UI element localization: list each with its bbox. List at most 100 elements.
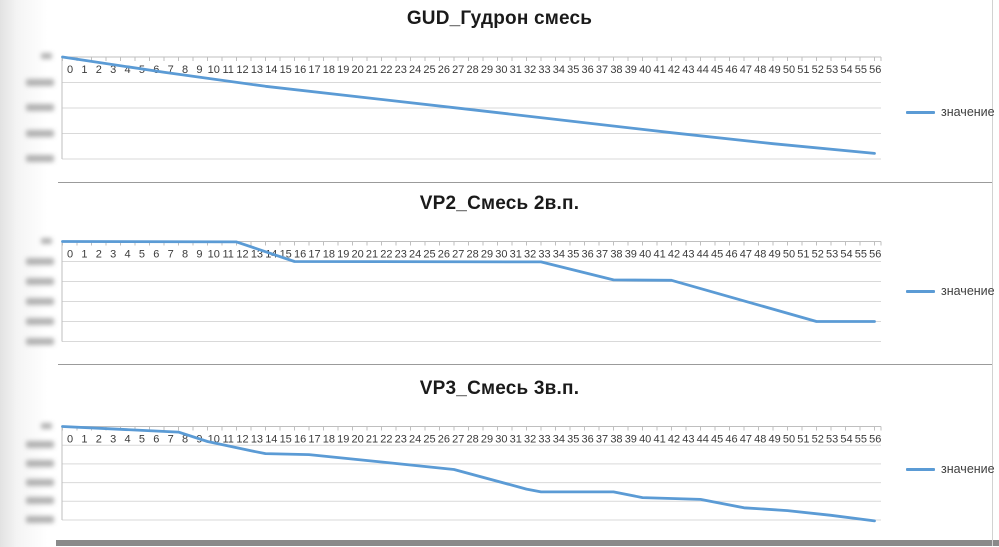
redacted-y-axis-label [26,478,54,486]
x-axis-label: 8 [182,64,188,76]
legend: значение [906,460,995,478]
x-axis-label: 46 [725,434,737,446]
redacted-y-axis-label [26,277,54,285]
x-axis-label: 36 [582,434,594,446]
x-axis-label: 49 [768,64,780,76]
x-axis-label: 33 [538,434,550,446]
x-axis-label: 30 [495,249,507,261]
x-axis-label: 21 [366,64,378,76]
x-axis-label: 26 [438,434,450,446]
x-axis-label: 5 [139,434,145,446]
redacted-y-axis-label [26,441,54,449]
x-axis-label: 33 [538,249,550,261]
x-axis-label: 45 [711,64,723,76]
x-axis-label: 2 [96,434,102,446]
x-axis-label: 23 [395,64,407,76]
x-axis-label: 7 [168,249,174,261]
chart-divider [58,182,993,183]
x-axis-label: 1 [81,249,87,261]
redacted-y-axis-label [26,155,54,162]
x-axis-label: 25 [423,64,435,76]
x-axis-label: 52 [812,434,824,446]
x-axis-label: 28 [467,64,479,76]
x-axis-label: 6 [153,249,159,261]
x-axis-label: 2 [96,64,102,76]
x-axis-label: 41 [653,249,665,261]
x-axis-label: 30 [495,434,507,446]
x-axis-label: 49 [768,249,780,261]
x-axis-label: 4 [124,434,130,446]
x-axis-label: 37 [596,64,608,76]
x-axis-label: 32 [524,249,536,261]
chart-2-plot-area: 0 1 2 3 4 5 6 7 8 9 10 11 12 13 14 15 16 17 18 19 20 21 22 23 24… [61,240,882,342]
x-axis-label: 32 [524,64,536,76]
x-axis-label: 56 [869,64,881,76]
x-axis-label: 17 [308,434,320,446]
x-axis-label: 43 [682,64,694,76]
x-axis-label: 16 [294,64,306,76]
x-axis-label: 3 [110,64,116,76]
x-axis-label: 42 [668,434,680,446]
x-axis-label: 25 [423,434,435,446]
x-axis-label: 9 [196,249,202,261]
x-axis-label: 1 [81,64,87,76]
x-axis-label: 48 [754,64,766,76]
x-axis-label: 36 [582,249,594,261]
x-axis-label: 13 [251,249,263,261]
x-axis-label: 52 [812,249,824,261]
x-axis-label: 4 [124,64,130,76]
x-axis-label: 12 [236,64,248,76]
x-axis-label: 52 [812,64,824,76]
x-axis-label: 38 [610,249,622,261]
x-axis-label: 50 [783,64,795,76]
redacted-y-axis-zero-label [41,237,52,244]
legend-line-swatch [906,110,935,114]
legend: значение [906,282,995,300]
x-axis-label: 19 [337,249,349,261]
x-axis-label: 33 [538,64,550,76]
x-axis-label: 50 [783,249,795,261]
legend-line-swatch [906,467,935,471]
x-axis-label: 53 [826,249,838,261]
x-axis-label: 28 [467,249,479,261]
x-axis-label: 8 [182,249,188,261]
x-axis-label: 35 [567,249,579,261]
x-axis-label: 7 [168,64,174,76]
x-axis-label: 23 [395,434,407,446]
x-axis-label: 34 [553,64,565,76]
x-axis-label: 31 [510,64,522,76]
x-axis-label: 38 [610,434,622,446]
x-axis-label: 44 [697,434,709,446]
x-axis-label: 22 [380,64,392,76]
x-axis-label: 12 [236,434,248,446]
legend: значение [906,103,995,121]
x-axis-label: 48 [754,434,766,446]
x-axis-label: 19 [337,434,349,446]
x-axis-label: 6 [153,434,159,446]
x-axis-label: 8 [182,434,188,446]
x-axis-label: 54 [840,434,852,446]
x-axis-labels: 0 1 2 3 4 5 6 7 8 9 10 11 12 13 14 15 16 17 18 19 20 21 22 23 24… [67,249,881,261]
chart-right-border [992,0,993,546]
x-axis-label: 38 [610,64,622,76]
chart-title: GUD_Гудрон смесь [406,8,593,29]
x-axis-label: 49 [768,434,780,446]
x-axis-label: 54 [840,64,852,76]
x-axis-label: 11 [222,434,233,446]
chart-3-plot-area: 0 1 2 3 4 5 6 7 8 9 10 11 12 13 14 15 16 17 18 19 20 21 22 23 24… [61,425,882,523]
x-axis-label: 51 [797,249,809,261]
x-axis-label: 40 [639,64,651,76]
x-axis-label: 24 [409,434,421,446]
redacted-y-axis-label [26,516,54,523]
chart-title: VP3_Смесь 3в.п. [419,378,580,399]
x-axis-label: 41 [653,64,665,76]
x-axis-label: 5 [139,249,145,261]
x-axis-label: 24 [409,249,421,261]
x-axis-label: 3 [110,434,116,446]
x-axis-label: 44 [697,249,709,261]
x-axis-label: 29 [481,64,493,76]
x-axis-label: 23 [395,249,407,261]
redacted-y-axis-label [26,104,54,111]
